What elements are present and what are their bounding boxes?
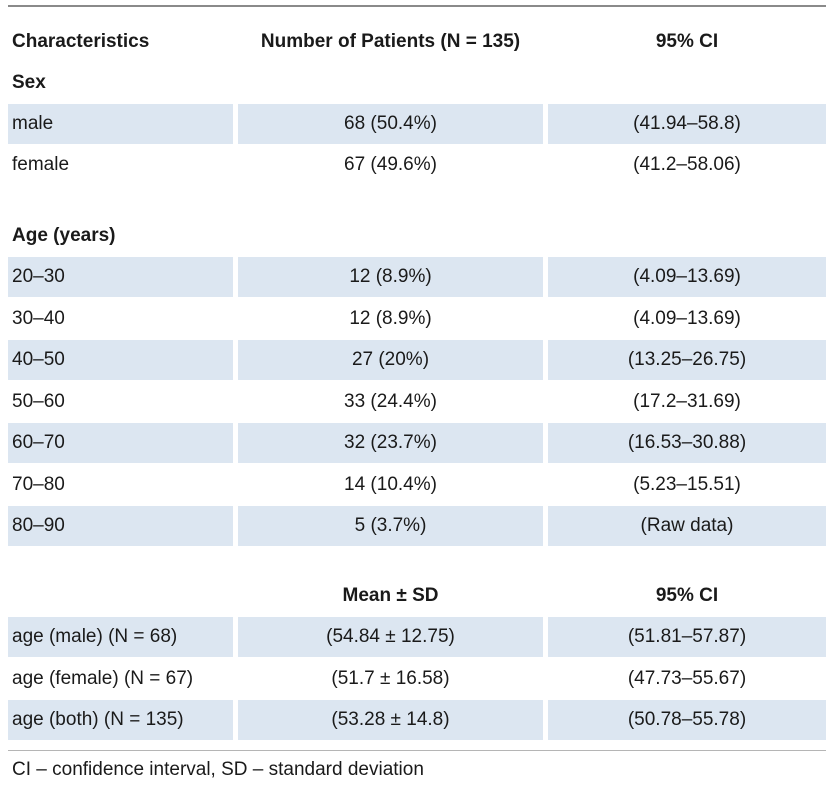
row-count: 67 (49.6%)	[344, 154, 437, 175]
row-mean: (53.28 ± 14.8)	[238, 700, 543, 740]
section-title-row: Sex	[8, 63, 826, 103]
table-row: age (both) (N = 135) (53.28 ± 14.8) (50.…	[8, 700, 826, 740]
row-ci: (51.81–57.87)	[548, 617, 826, 657]
table-header-row: Characteristics Number of Patients (N = …	[8, 22, 826, 62]
row-count: 32 (23.7%)	[238, 423, 543, 463]
row-label: 50–60	[12, 391, 65, 412]
table-row: age (female) (N = 67) (51.7 ± 16.58) (47…	[8, 659, 826, 699]
section-title-row: Age (years)	[8, 216, 826, 256]
table-row: male 68 (50.4%) (41.94–58.8)	[8, 104, 826, 144]
table-row: 80–90 5 (3.7%) (Raw data)	[8, 506, 826, 546]
row-ci: (41.94–58.8)	[548, 104, 826, 144]
row-count: 5 (3.7%)	[238, 506, 543, 546]
row-ci: (4.09–13.69)	[633, 308, 741, 329]
row-label: 60–70	[8, 423, 233, 463]
table-row: age (male) (N = 68) (54.84 ± 12.75) (51.…	[8, 617, 826, 657]
header-characteristics: Characteristics	[12, 31, 150, 52]
row-label: 70–80	[12, 474, 65, 495]
row-label: female	[12, 154, 70, 175]
row-label: age (female) (N = 67)	[12, 668, 194, 689]
row-ci: (13.25–26.75)	[548, 340, 826, 380]
table-row: 20–30 12 (8.9%) (4.09–13.69)	[8, 257, 826, 297]
row-count: 68 (50.4%)	[238, 104, 543, 144]
row-label: 40–50	[8, 340, 233, 380]
table-top-rule	[8, 5, 826, 7]
table-bottom-rule	[8, 750, 826, 751]
row-label: 20–30	[8, 257, 233, 297]
section-title-sex: Sex	[12, 72, 46, 93]
row-count: 12 (8.9%)	[349, 308, 432, 329]
row-ci: (4.09–13.69)	[548, 257, 826, 297]
row-ci: (Raw data)	[548, 506, 826, 546]
row-label: age (both) (N = 135)	[8, 700, 233, 740]
row-count: 33 (24.4%)	[344, 391, 437, 412]
table-row: 70–80 14 (10.4%) (5.23–15.51)	[8, 465, 826, 505]
row-count: 12 (8.9%)	[238, 257, 543, 297]
table-row: 40–50 27 (20%) (13.25–26.75)	[8, 340, 826, 380]
header-mean-sd: Mean ± SD	[342, 585, 439, 606]
section-title-age: Age (years)	[12, 225, 116, 246]
row-ci: (17.2–31.69)	[633, 391, 741, 412]
row-label: 80–90	[8, 506, 233, 546]
row-count: 27 (20%)	[238, 340, 543, 380]
table-row: female 67 (49.6%) (41.2–58.06)	[8, 145, 826, 185]
row-ci: (50.78–55.78)	[548, 700, 826, 740]
mean-header-row: Mean ± SD 95% CI	[8, 576, 826, 616]
row-ci: (16.53–30.88)	[548, 423, 826, 463]
row-mean: (54.84 ± 12.75)	[238, 617, 543, 657]
table-row: 30–40 12 (8.9%) (4.09–13.69)	[8, 299, 826, 339]
table-footnote: CI – confidence interval, SD – standard …	[12, 759, 424, 780]
row-mean: (51.7 ± 16.58)	[331, 668, 450, 689]
table-row: 50–60 33 (24.4%) (17.2–31.69)	[8, 382, 826, 422]
row-count: 14 (10.4%)	[344, 474, 437, 495]
row-ci: (47.73–55.67)	[627, 668, 747, 689]
row-ci: (41.2–58.06)	[633, 154, 741, 175]
row-ci: (5.23–15.51)	[633, 474, 741, 495]
row-label: age (male) (N = 68)	[8, 617, 233, 657]
row-label: male	[8, 104, 233, 144]
header-95-ci-mean: 95% CI	[655, 585, 719, 606]
table-row: 60–70 32 (23.7%) (16.53–30.88)	[8, 423, 826, 463]
header-number-of-patients: Number of Patients (N = 135)	[260, 31, 521, 52]
header-95-ci: 95% CI	[655, 31, 719, 52]
row-label: 30–40	[12, 308, 65, 329]
